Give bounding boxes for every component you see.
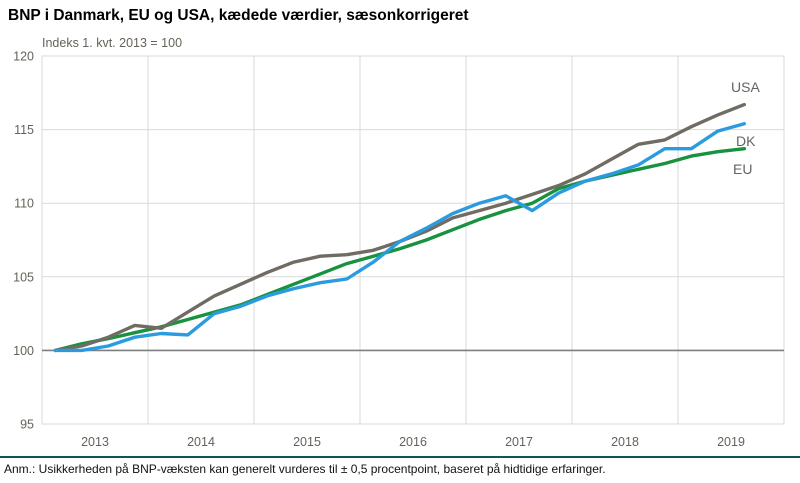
series-label-usa: USA	[731, 79, 760, 95]
series-label-eu: EU	[733, 161, 752, 177]
chart-title: BNP i Danmark, EU og USA, kædede værdier…	[8, 7, 469, 24]
series-line-eu	[53, 146, 746, 353]
y-tick-label-100: 100	[13, 344, 34, 358]
series-label-dk: DK	[736, 133, 756, 149]
y-tick-label-110: 110	[14, 197, 34, 211]
x-tick-label-2013: 2013	[81, 435, 109, 449]
grid-layer	[41, 55, 785, 425]
x-tick-label-2016: 2016	[399, 435, 427, 449]
x-tick-label-2018: 2018	[611, 435, 639, 449]
x-tick-label-2014: 2014	[187, 435, 215, 449]
x-tick-label-2015: 2015	[293, 435, 321, 449]
series-layer	[53, 102, 746, 353]
footnote-divider	[0, 456, 800, 458]
x-tick-label-2019: 2019	[717, 435, 745, 449]
axis-layer: 95 100 105 110 115 120 2013 2014 2015 2016 2017 201…	[13, 50, 745, 450]
y-tick-label-120: 120	[13, 50, 34, 64]
line-chart: 95 100 105 110 115 120 2013 2014 2015 2016 2017 201…	[13, 50, 785, 450]
x-tick-label-2017: 2017	[505, 435, 533, 449]
axis-unit-label: Indeks 1. kvt. 2013 = 100	[42, 36, 183, 50]
y-tick-label-95: 95	[20, 418, 34, 432]
series-line-usa	[53, 102, 746, 353]
plot-border	[41, 55, 785, 425]
y-tick-label-105: 105	[13, 270, 34, 284]
y-tick-label-115: 115	[14, 123, 34, 137]
footnote: Anm.: Usikkerheden på BNP-væksten kan ge…	[4, 462, 606, 476]
series-line-dk	[53, 121, 746, 353]
